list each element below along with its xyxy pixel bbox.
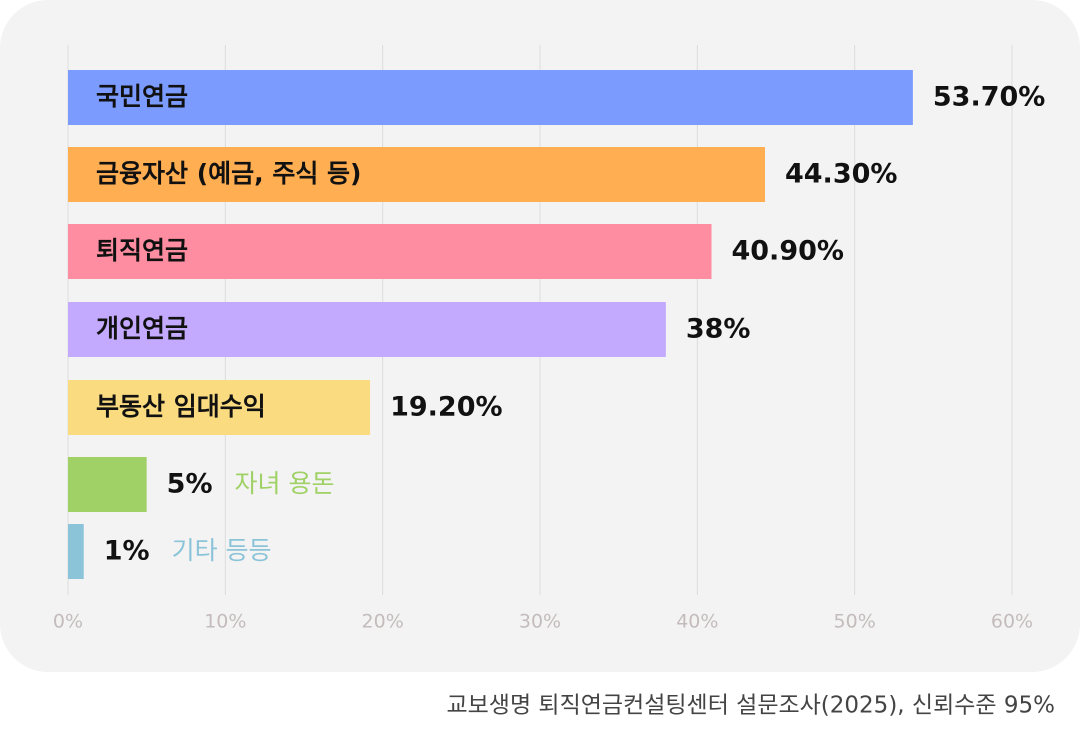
category-label: 금융자산 (예금, 주식 등) — [96, 159, 361, 188]
x-tick-label: 40% — [676, 611, 718, 633]
category-label: 개인연금 — [96, 314, 188, 343]
bar — [68, 380, 371, 435]
bar — [68, 302, 666, 357]
x-tick-label: 10% — [204, 611, 246, 633]
value-label: 53.70% — [933, 82, 1045, 113]
x-tick-label: 0% — [53, 611, 83, 633]
category-label: 기타 등등 — [172, 536, 272, 565]
x-tick-label: 60% — [991, 611, 1033, 633]
bar — [68, 147, 765, 202]
value-label: 38% — [686, 314, 751, 345]
bar — [68, 457, 147, 512]
x-tick-label: 30% — [519, 611, 561, 633]
value-label: 40.90% — [731, 236, 843, 267]
value-label: 19.20% — [390, 392, 502, 423]
bar — [68, 524, 84, 579]
bar — [68, 70, 913, 125]
value-label: 1% — [104, 536, 150, 567]
value-label: 44.30% — [785, 159, 897, 190]
x-tick-label: 20% — [362, 611, 404, 633]
x-tick-label: 50% — [834, 611, 876, 633]
category-label: 자녀 용돈 — [235, 469, 335, 498]
category-label: 부동산 임대수익 — [96, 392, 266, 421]
category-label: 퇴직연금 — [96, 236, 188, 265]
category-label: 국민연금 — [96, 82, 188, 111]
source-note: 교보생명 퇴직연금컨설팅센터 설문조사(2025), 신뢰수준 95% — [446, 693, 1055, 719]
value-label: 5% — [167, 469, 213, 500]
bar — [68, 224, 712, 279]
